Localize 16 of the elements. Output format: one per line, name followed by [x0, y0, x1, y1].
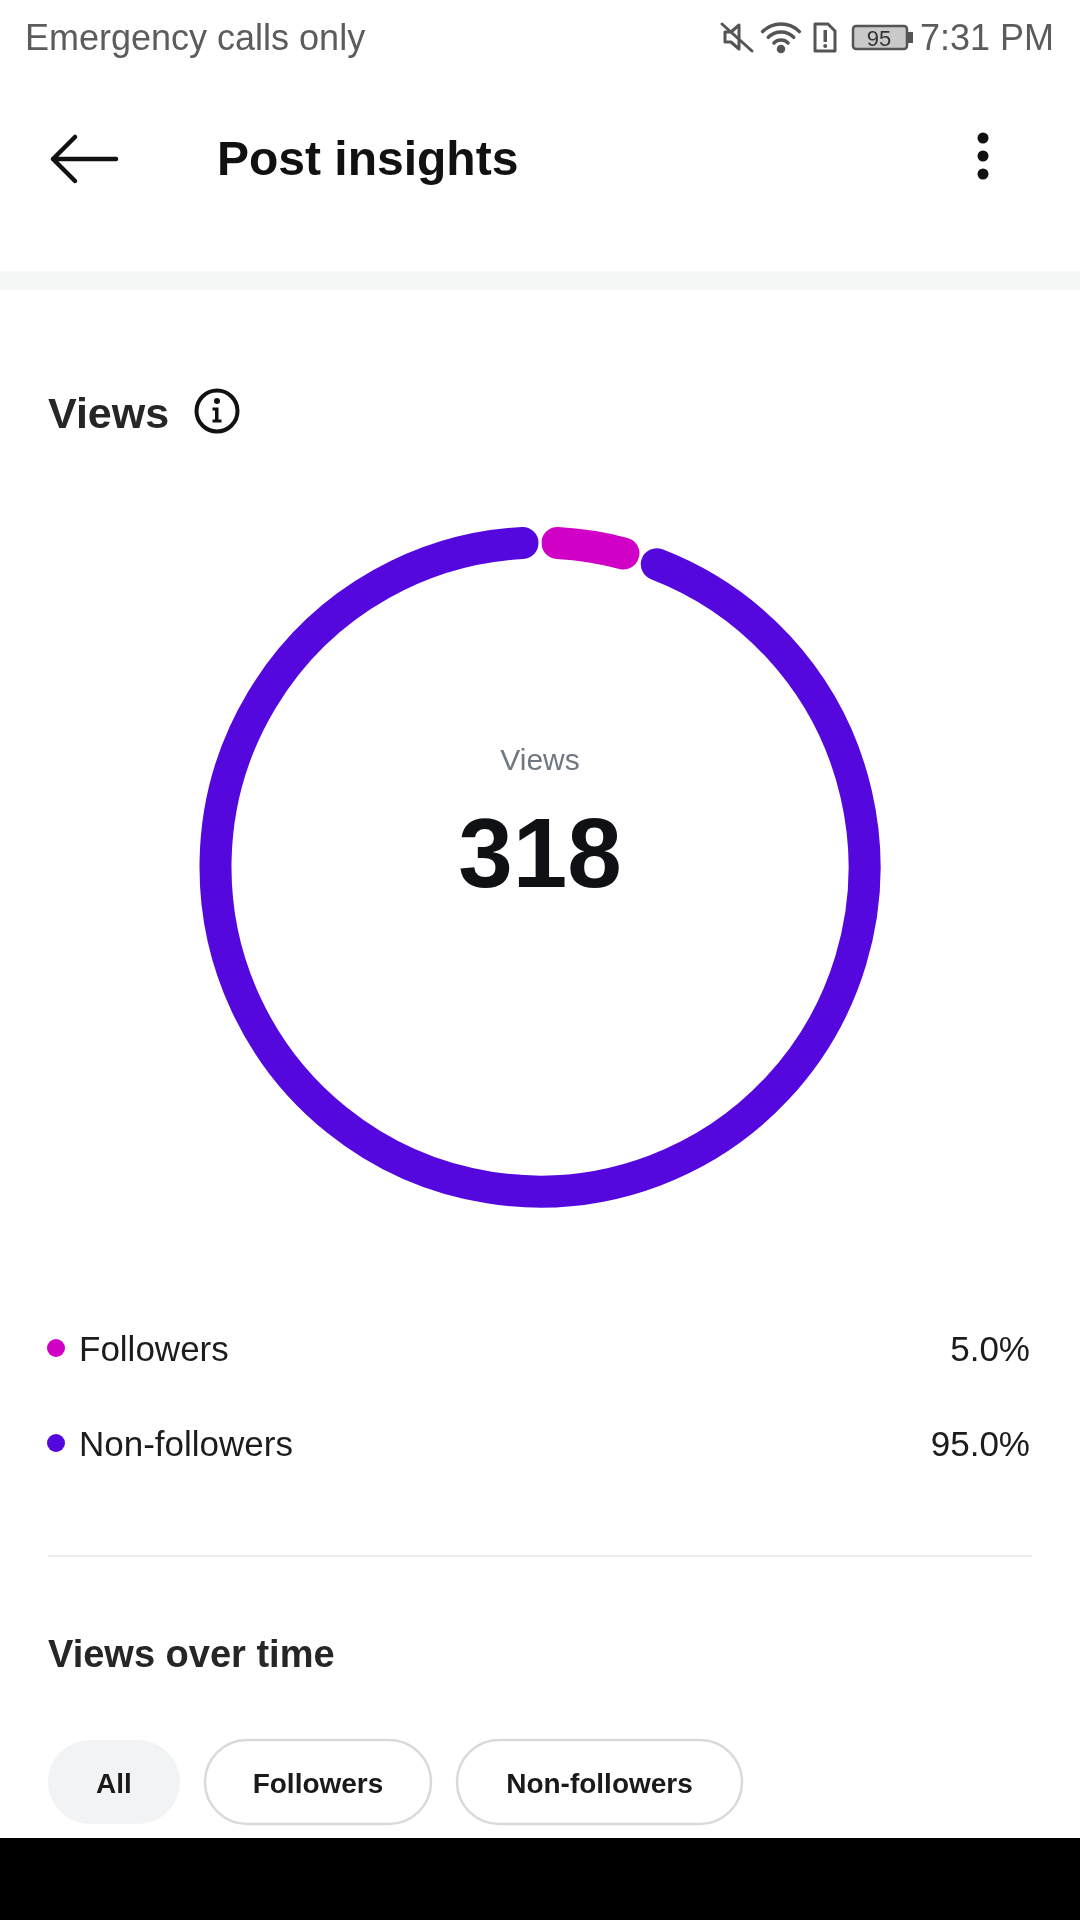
text: Followers	[252, 1768, 384, 1799]
legend-label: Followers	[79, 1329, 229, 1368]
text: All	[96, 1768, 132, 1799]
donut-slice	[196, 524, 883, 1211]
text: 318	[458, 798, 622, 908]
text: 95	[866, 26, 892, 51]
text: Emergency calls only	[25, 17, 366, 58]
text: Views over time	[48, 1633, 335, 1675]
text: Post insights	[217, 132, 519, 185]
text: Non-followers	[506, 1768, 693, 1799]
data-label: 95.0%	[930, 1424, 1030, 1463]
legend-label: Non-followers	[79, 1424, 293, 1463]
data-label: 5.0%	[950, 1329, 1030, 1368]
text: 7:31 PM	[919, 17, 1054, 58]
text: Views	[500, 743, 580, 776]
chart-title: Views	[48, 389, 170, 437]
